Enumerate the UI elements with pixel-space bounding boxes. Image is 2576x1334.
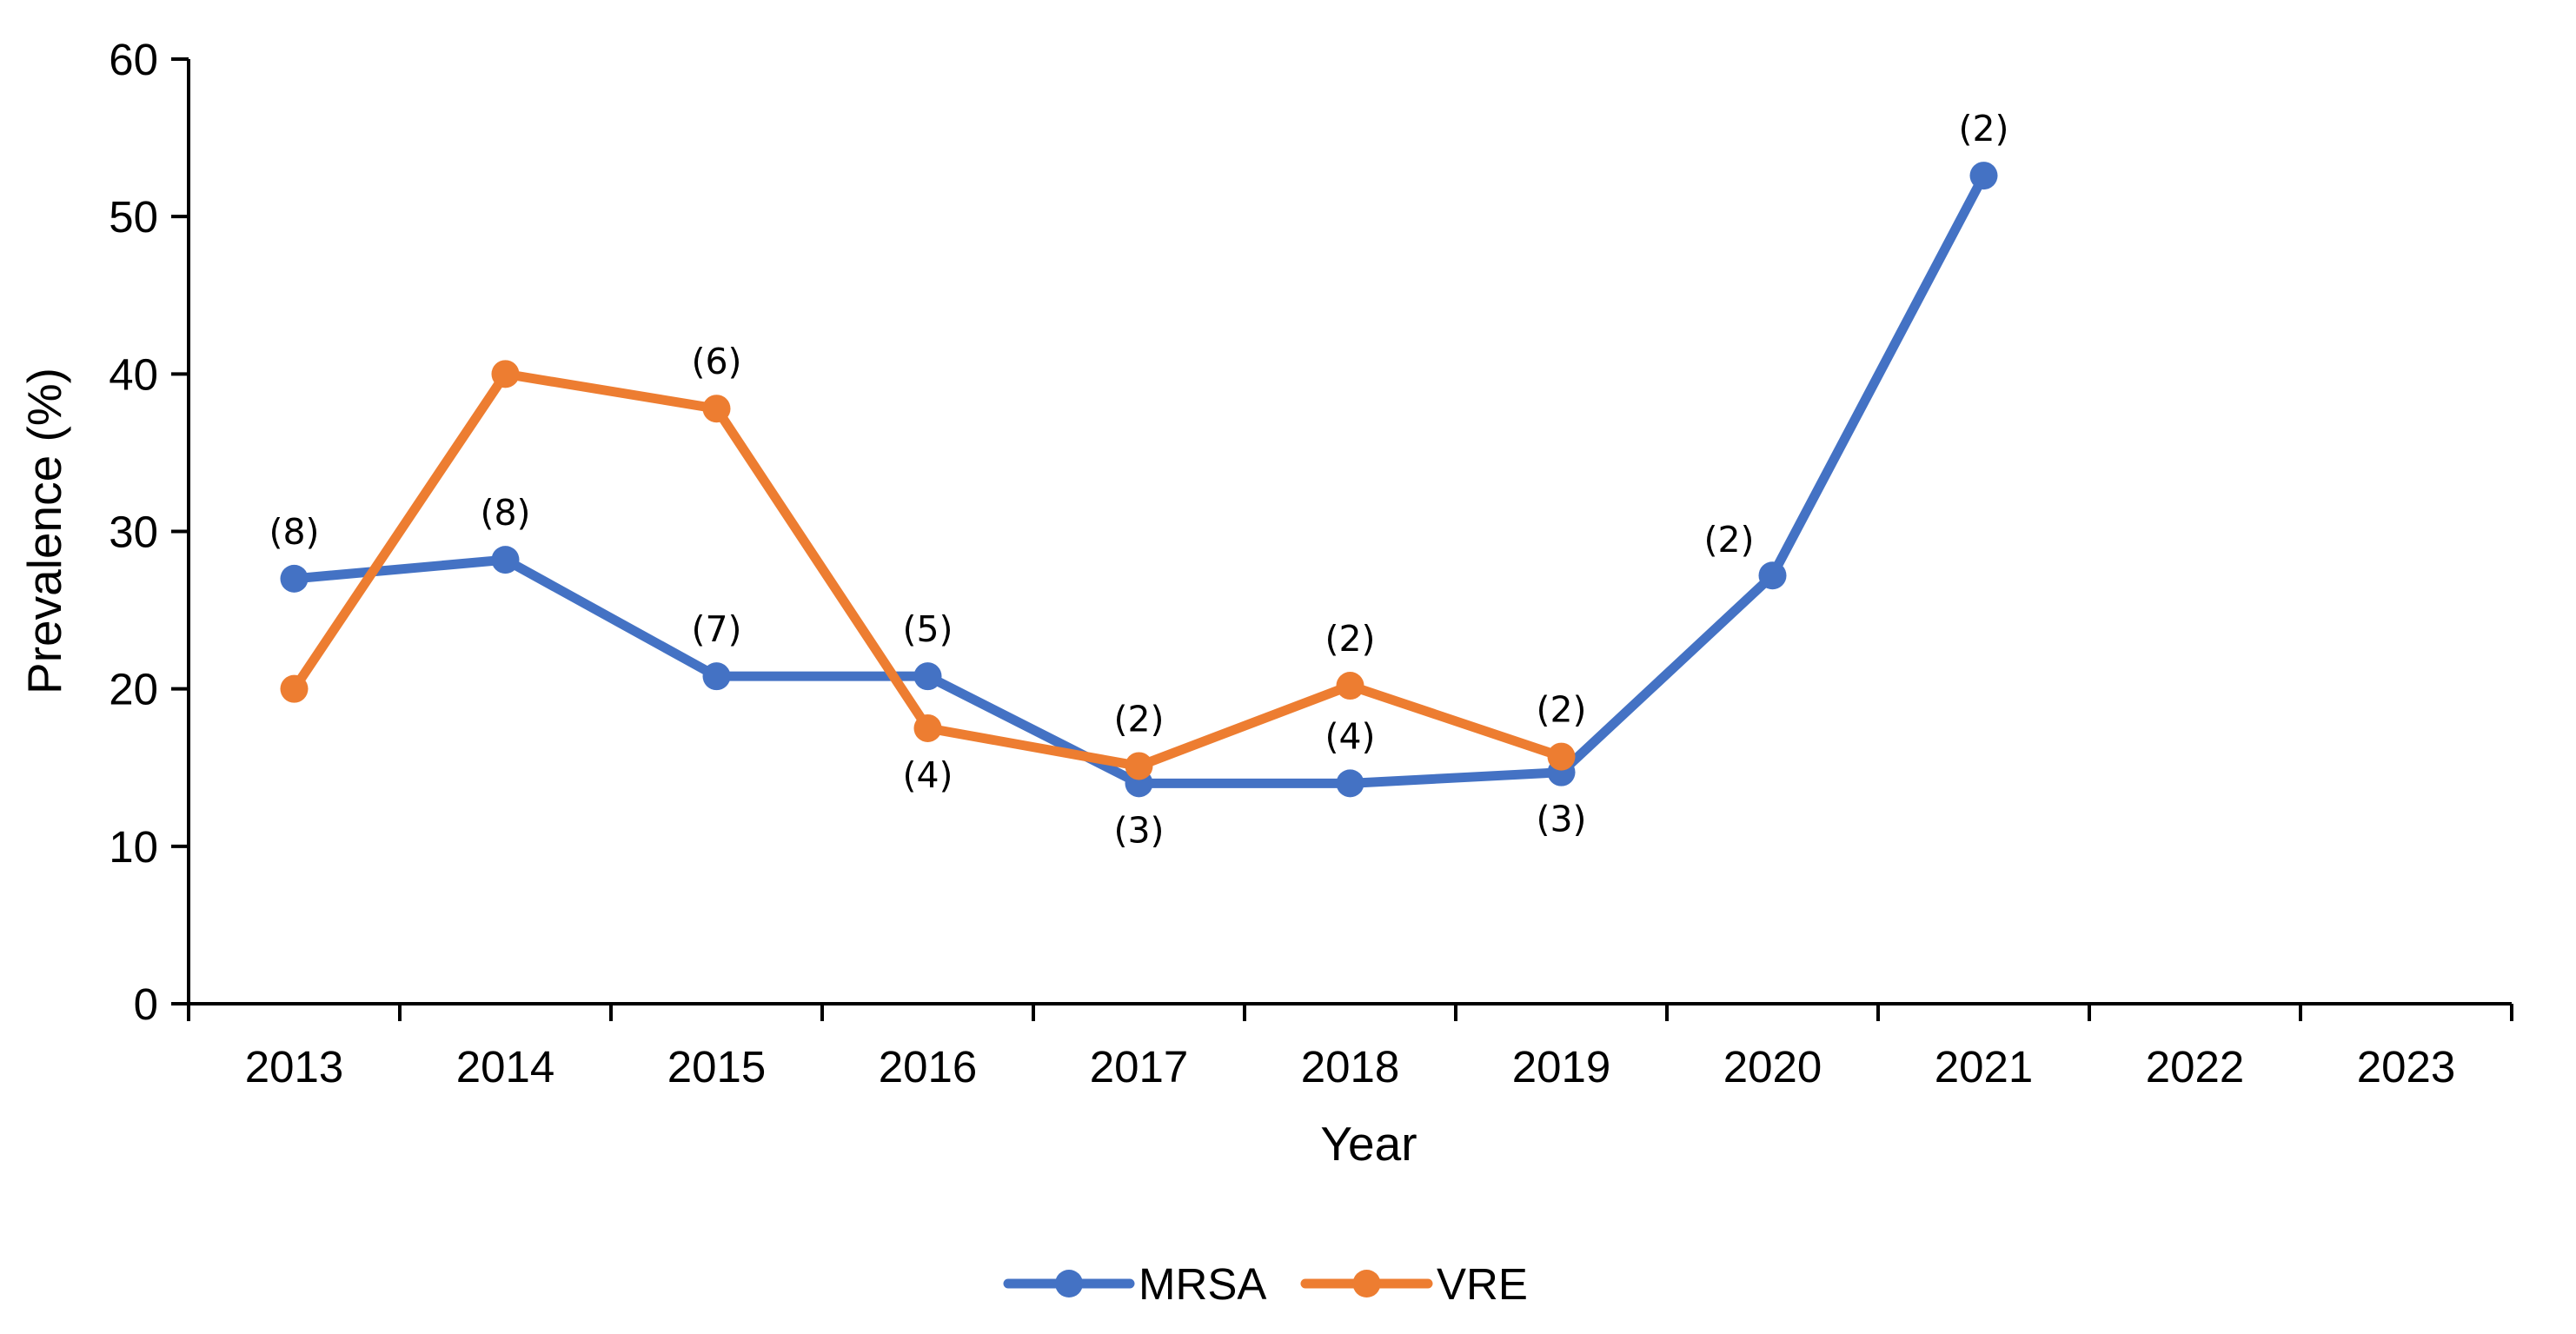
mrsa-data-label: (5) [902, 608, 953, 650]
vre-data-label: (2) [1113, 698, 1164, 740]
x-tick-label: 2020 [1723, 1042, 1822, 1092]
mrsa-data-label: (8) [480, 492, 530, 534]
mrsa-point [913, 662, 942, 691]
y-tick-label: 0 [134, 979, 158, 1029]
mrsa-point [1336, 769, 1364, 798]
y-tick-label: 60 [109, 35, 158, 84]
vre-point [280, 674, 309, 703]
mrsa-data-label: (7) [691, 608, 741, 650]
mrsa-line [289, 170, 1988, 788]
mrsa-point [280, 564, 309, 593]
x-tick-label: 2022 [2146, 1042, 2244, 1092]
vre-point [913, 713, 942, 742]
vre-point [491, 360, 520, 388]
mrsa-point [491, 546, 520, 574]
legend-vre-label: VRE [1437, 1259, 1528, 1309]
mrsa-data-label: (2) [1958, 108, 2008, 149]
mrsa-data-label: (2) [1703, 519, 1754, 561]
x-tick-label: 2023 [2357, 1042, 2455, 1092]
y-tick-label: 10 [109, 822, 158, 872]
mrsa-point [1969, 162, 1998, 190]
vre-data-label: (2) [1536, 689, 1586, 731]
vre-line [289, 368, 1566, 771]
vre-point [702, 395, 731, 423]
x-tick-label: 2018 [1301, 1042, 1399, 1092]
x-tick-label: 2014 [456, 1042, 554, 1092]
x-tick-label: 2015 [667, 1042, 766, 1092]
legend-mrsa-marker [1055, 1270, 1083, 1297]
mrsa-data-label: (3) [1113, 809, 1164, 851]
vre-data-label: (2) [1325, 618, 1375, 660]
y-tick-label: 30 [109, 508, 158, 557]
x-tick-label: 2016 [879, 1042, 977, 1092]
vre-point [1547, 742, 1576, 771]
legend-mrsa-label: MRSA [1139, 1259, 1266, 1309]
y-axis-title: Prevalence (%) [17, 368, 71, 694]
legend: MRSA VRE [1003, 1259, 1528, 1309]
x-axis-title: Year [1320, 1117, 1417, 1171]
vre-point [1336, 672, 1364, 700]
x-tick-label: 2017 [1090, 1042, 1188, 1092]
vre-data-label: (6) [691, 341, 741, 382]
mrsa-point [702, 662, 731, 691]
x-tick-label: 2021 [1935, 1042, 2033, 1092]
axis-ticks: 0 10 20 30 40 50 60 2013 2014 2015 2016 2017 2018 201… [109, 35, 2513, 1092]
mrsa-point [1758, 561, 1787, 590]
legend-vre-marker [1352, 1270, 1381, 1297]
series [280, 162, 1998, 798]
mrsa-data-label: (3) [1536, 799, 1586, 840]
data-labels: (8) (8) (7) (5) (3) (4) (3) (2) (2) (6) (4) (2) (2) (… [269, 108, 2008, 851]
y-tick-label: 50 [109, 192, 158, 242]
mrsa-data-label: (4) [1325, 715, 1375, 757]
vre-point [1125, 752, 1153, 780]
x-tick-label: 2019 [1512, 1042, 1610, 1092]
x-tick-label: 2013 [245, 1042, 343, 1092]
mrsa-data-label: (8) [269, 511, 319, 553]
y-tick-label: 40 [109, 349, 158, 399]
vre-data-label: (4) [902, 754, 953, 796]
y-tick-label: 20 [109, 665, 158, 714]
axes: Prevalence (%) Year [17, 59, 2512, 1171]
